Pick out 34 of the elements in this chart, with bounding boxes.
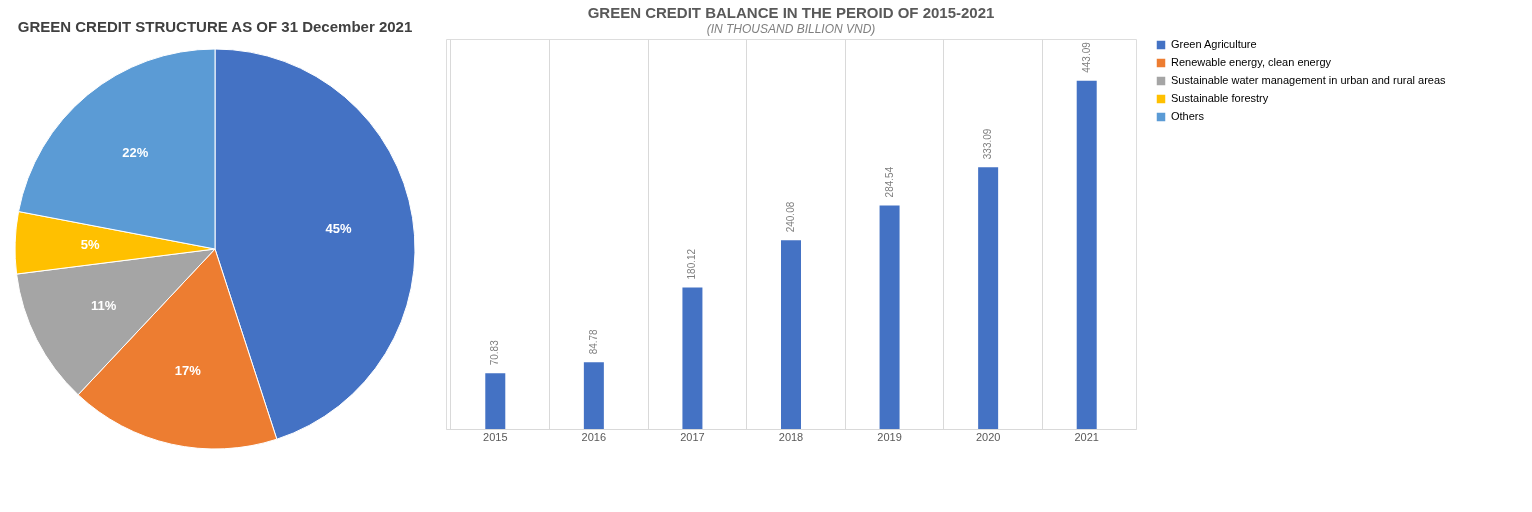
data-label: 70.83 bbox=[489, 339, 501, 366]
data-label: 284.54 bbox=[883, 166, 895, 198]
x-tick-label: 2015 bbox=[483, 430, 508, 443]
x-tick-label: 2020 bbox=[975, 430, 1001, 443]
data-label: 11% bbox=[90, 297, 117, 313]
x-tick-label: 2021 bbox=[1074, 430, 1099, 443]
chart-title: GREEN CREDIT BALANCE IN THE PEROID OF 2015-2021 bbox=[587, 4, 995, 21]
bar bbox=[1076, 80, 1097, 429]
legend-label: Sustainable forestry bbox=[1171, 92, 1269, 104]
legend-label: Renewable energy, clean energy bbox=[1171, 56, 1332, 68]
data-label: 45% bbox=[325, 221, 352, 237]
data-label: 22% bbox=[122, 144, 149, 160]
data-label: 180.12 bbox=[686, 248, 698, 280]
data-label: 333.09 bbox=[982, 128, 994, 160]
chart-title: GREEN CREDIT STRUCTURE AS OF 31 December 2021 bbox=[17, 18, 413, 35]
data-label: 84.78 bbox=[587, 328, 599, 355]
data-label: 443.09 bbox=[1080, 41, 1092, 73]
chart-subtitle: (IN THOUSAND BILLION VND) bbox=[706, 22, 876, 36]
x-tick-label: 2018 bbox=[778, 430, 804, 443]
x-tick-label: 2016 bbox=[581, 430, 607, 443]
bar bbox=[781, 240, 801, 429]
data-label: 5% bbox=[80, 237, 100, 253]
data-label: 17% bbox=[174, 362, 202, 378]
legend-label: Others bbox=[1171, 110, 1205, 122]
legend-label: Green Agriculture bbox=[1171, 38, 1257, 50]
bar bbox=[978, 167, 999, 429]
x-tick-label: 2017 bbox=[680, 430, 705, 443]
bar bbox=[583, 362, 604, 429]
bar bbox=[682, 287, 703, 429]
legend-label: Sustainable water management in urban and rural areas bbox=[1171, 74, 1447, 86]
x-tick-label: 2019 bbox=[877, 430, 902, 443]
data-label: 240.08 bbox=[785, 201, 796, 233]
bar bbox=[879, 205, 900, 429]
bar bbox=[485, 373, 506, 429]
